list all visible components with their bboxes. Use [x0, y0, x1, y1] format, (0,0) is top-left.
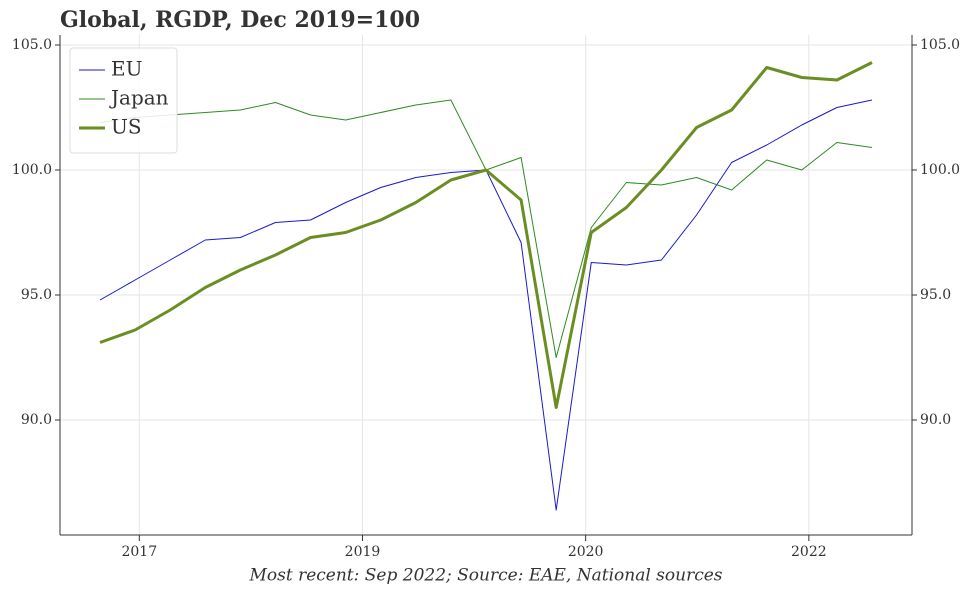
line-series	[99, 99, 873, 358]
x-tick-label: 2017	[121, 544, 157, 560]
legend-label: US	[111, 115, 142, 139]
x-tick-label: 2019	[345, 544, 381, 560]
y2-tick-label: 95.0	[920, 287, 951, 303]
legend-label: EU	[111, 57, 142, 81]
y2-tick-label: 90.0	[920, 412, 951, 428]
line-series	[99, 99, 873, 511]
legend-label: Japan	[109, 86, 169, 110]
y-tick-label: 105.0	[12, 37, 52, 53]
y2-tick-label: 100.0	[920, 162, 960, 178]
y-tick-label: 100.0	[12, 162, 52, 178]
x-tick-label: 2020	[568, 544, 604, 560]
chart-title: Global, RGDP, Dec 2019=100	[60, 7, 420, 33]
x-tick-label: 2022	[791, 544, 827, 560]
y2-tick-label: 105.0	[920, 37, 960, 53]
y-tick-label: 95.0	[21, 287, 52, 303]
line-series	[99, 61, 873, 409]
y-tick-label: 90.0	[21, 412, 52, 428]
caption: Most recent: Sep 2022; Source: EAE, Nati…	[248, 566, 722, 586]
